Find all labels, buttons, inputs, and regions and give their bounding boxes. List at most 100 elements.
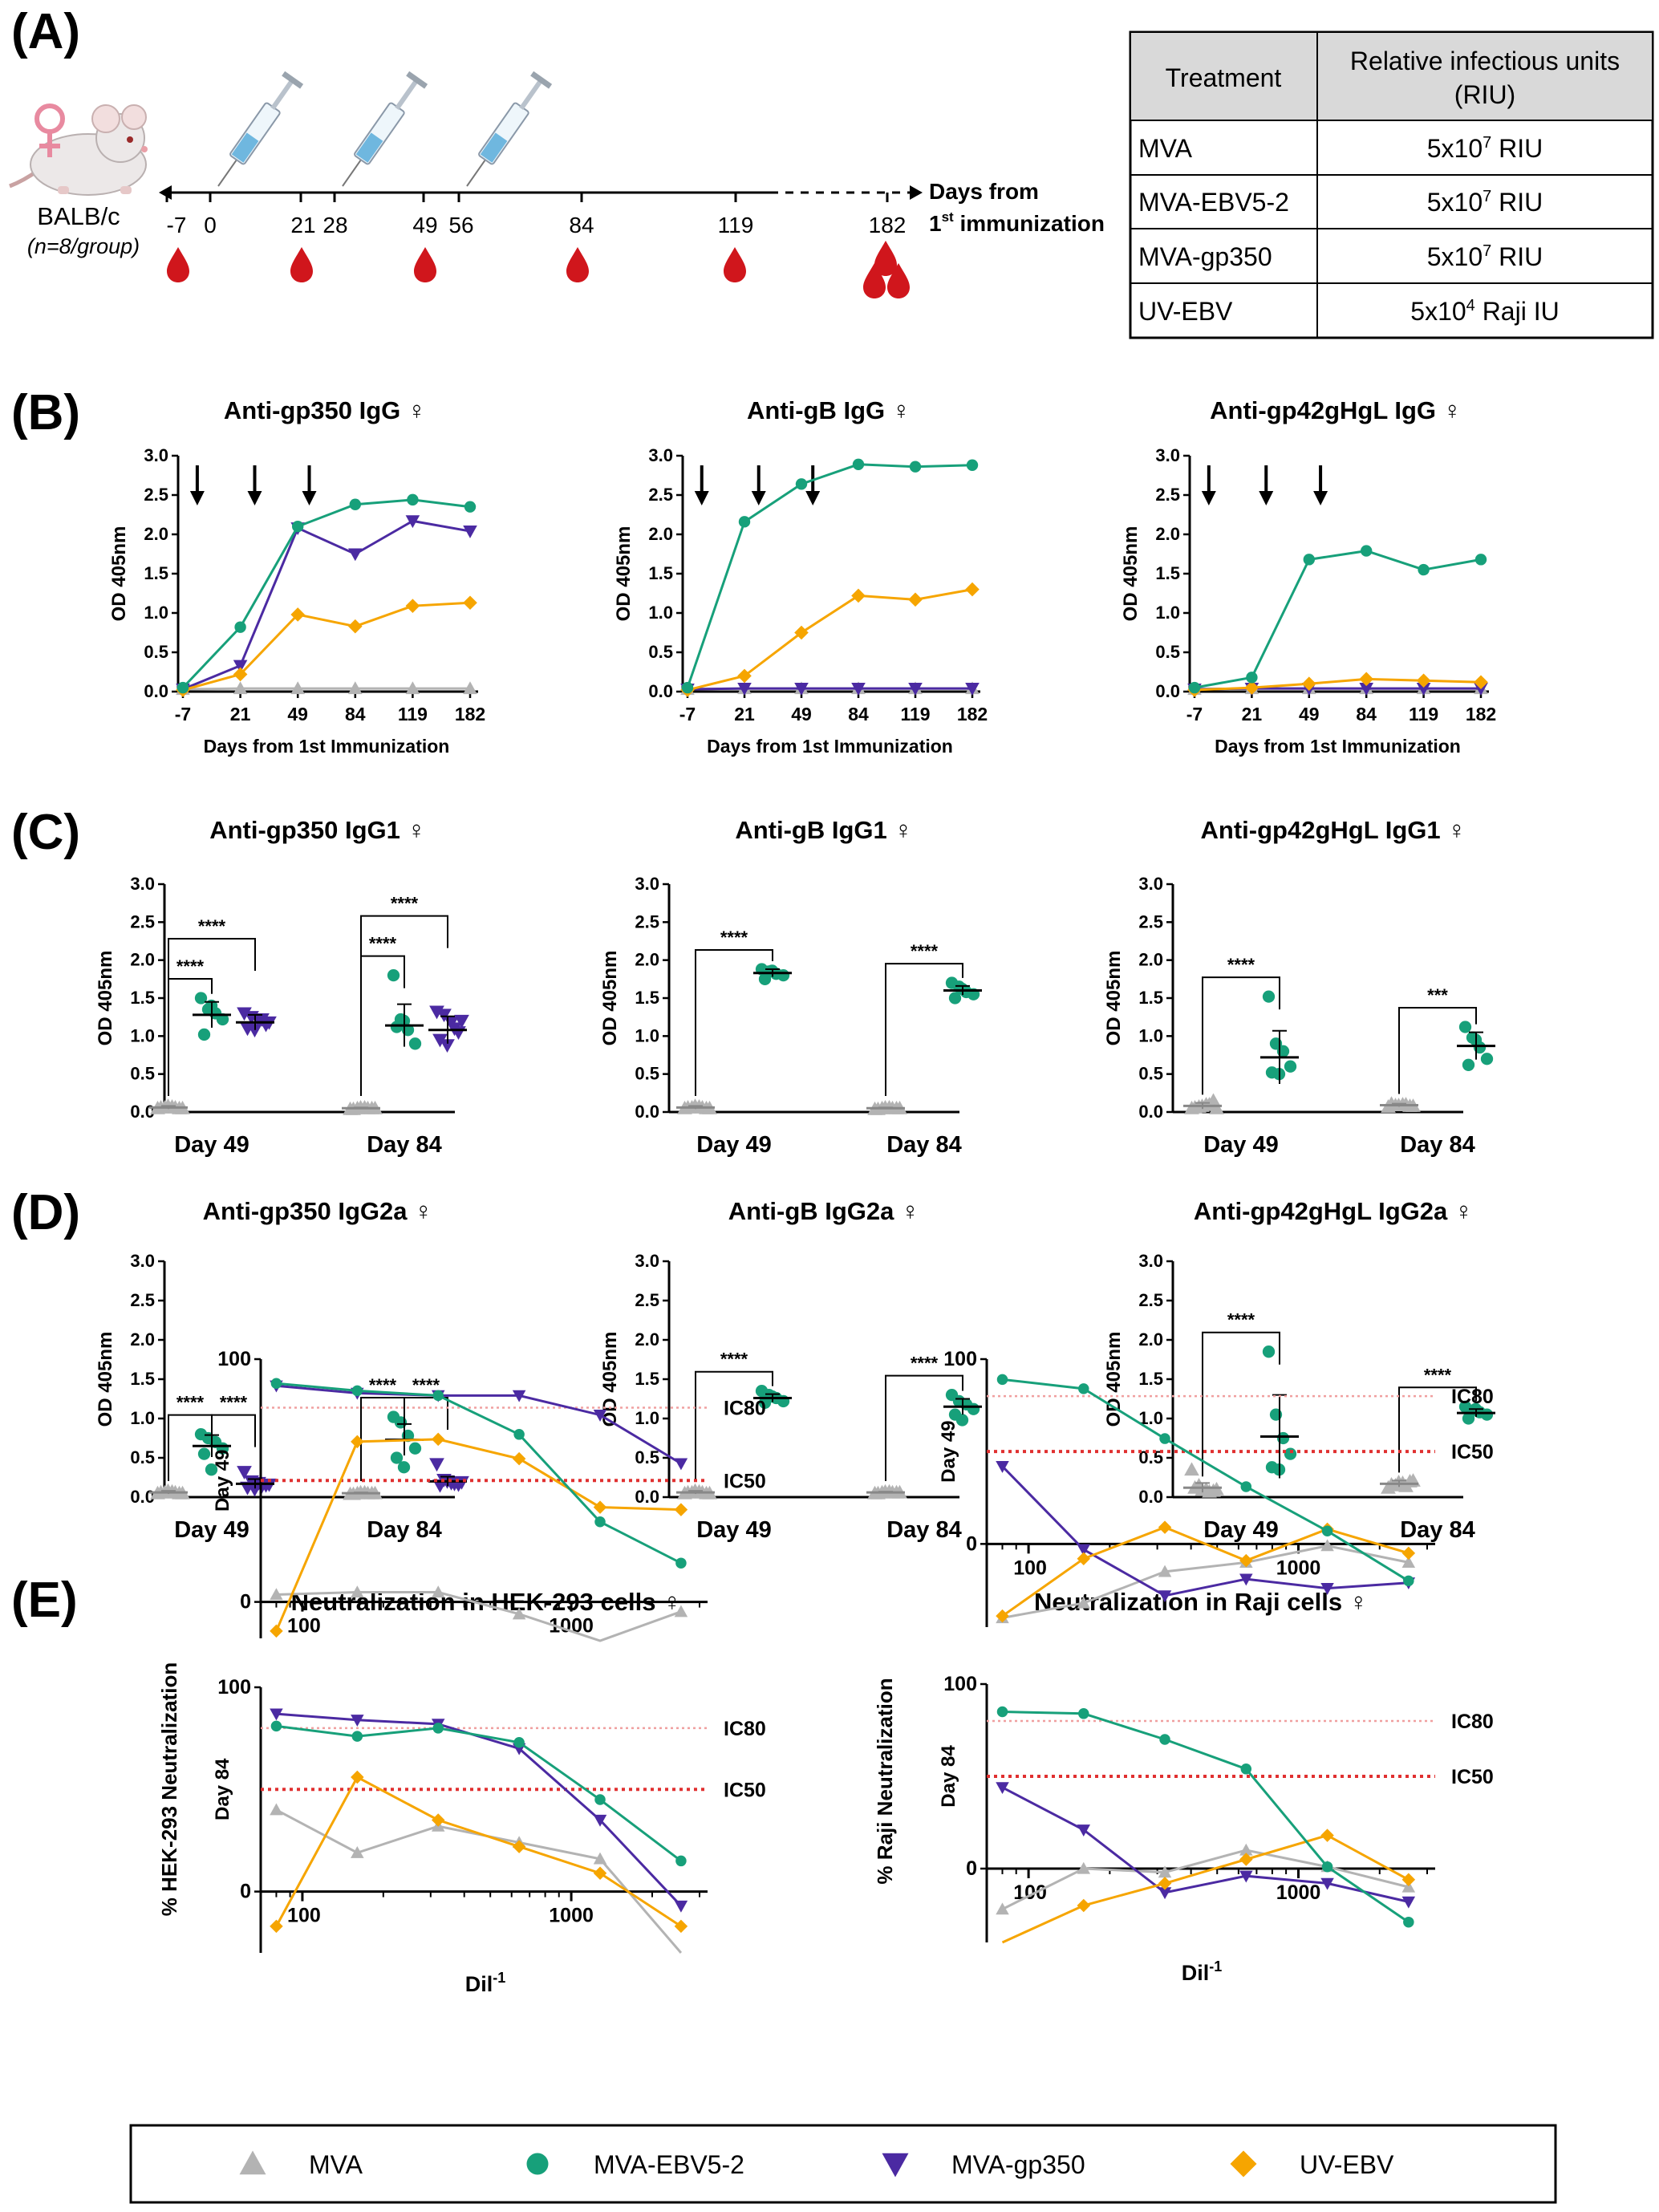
series-line-uv-ebv (1001, 1525, 1410, 1617)
group-label: Day 84 (886, 1517, 962, 1543)
riu-exponent: 7 (1483, 188, 1491, 205)
syringe-icon (217, 71, 304, 187)
ic80-label: IC80 (724, 1398, 766, 1420)
data-point-mva-ebv5-2 (955, 1414, 969, 1427)
data-point-mva-gp350 (463, 526, 477, 538)
data-point-mva-gp350 (429, 1458, 444, 1472)
data-point-mva-gp350 (593, 1814, 607, 1827)
data-point-mva-ebv5-2 (738, 516, 751, 528)
chart-d1-y-tick-label: 2.0 (130, 1329, 155, 1350)
data-point-mva-ebv5-2 (909, 461, 922, 473)
ic50-label: IC50 (1451, 1441, 1494, 1463)
data-point-mva-ebv5-2 (1284, 1060, 1297, 1073)
chart-c2-y-tick-label: 2.0 (635, 950, 659, 970)
data-point-uv-ebv (674, 1503, 688, 1516)
series-line-uv-ebv (1194, 677, 1482, 692)
legend-marker-uv-ebv (1230, 2150, 1257, 2178)
y-tick-label: 100 (943, 1348, 977, 1370)
x-tick-label: 21 (734, 704, 755, 724)
data-point-mva-ebv5-2 (1078, 1383, 1089, 1394)
data-point-mva-gp350 (737, 683, 752, 696)
significance-label: **** (911, 1354, 939, 1374)
chart-b1-y-tick-label: 1.0 (144, 603, 168, 623)
data-point-mva-gp350 (1158, 1887, 1172, 1900)
data-point-mva-ebv5-2 (1159, 1433, 1170, 1444)
data-point-mva (1398, 1478, 1414, 1492)
chart-b2-y-tick-label: 1.0 (648, 603, 673, 623)
blood-drop-shape (863, 263, 886, 298)
series-line-mva (1001, 1849, 1410, 1910)
mouse-illustration (9, 104, 148, 196)
significance-bracket (885, 963, 963, 1096)
syringe-handle (406, 71, 428, 89)
panel-e-label: (E) (11, 1573, 78, 1628)
data-point-mva-gp350 (351, 1715, 364, 1727)
x-tick-label: 182 (1466, 704, 1496, 724)
riu-base: 5x10 (1410, 297, 1466, 326)
syringe-handle (530, 71, 553, 89)
significance-label: **** (720, 927, 748, 948)
data-point-mva-ebv5-2 (513, 1429, 525, 1440)
series-line-mva-ebv5-2 (181, 498, 471, 689)
ic50-label: IC50 (724, 1470, 766, 1492)
chart-c2-y-tick-label: 0.0 (635, 1102, 659, 1122)
chart-b1-y-tick-label: 3.0 (144, 445, 168, 465)
x-tick-label: 182 (957, 704, 988, 724)
significance-bracket (885, 1374, 963, 1481)
data-point-mva-ebv5-2 (1474, 554, 1487, 566)
data-point-mva-ebv5-2 (777, 968, 790, 982)
row-label: Day 84 (212, 1758, 233, 1820)
timeline-day-label: 0 (204, 213, 217, 237)
group-label: Day 49 (1203, 1132, 1279, 1158)
data-point-mva-ebv5-2 (464, 501, 477, 513)
blood-drop-icon (863, 263, 886, 298)
dil-main: Dil (1182, 1961, 1210, 1985)
data-point-uv-ebv (851, 588, 866, 603)
data-point-mva-ebv5-2 (675, 1855, 687, 1867)
immunization-arrow-head (302, 491, 317, 505)
data-point-mva-gp350 (1077, 1544, 1091, 1557)
chart-b2-y-tick-label: 1.5 (648, 563, 673, 583)
group-label: Day 84 (1400, 1517, 1475, 1543)
x-tick-label: 1000 (549, 1905, 594, 1927)
legend-box (129, 2124, 1557, 2204)
data-point-mva-gp350 (405, 515, 420, 529)
data-point-uv-ebv (1077, 1898, 1091, 1913)
riu-unit: Raji IU (1475, 297, 1560, 326)
data-point-mva-ebv5-2 (1480, 1053, 1494, 1065)
syringe-icon (342, 71, 428, 187)
timeline-day-label: -7 (167, 213, 187, 237)
data-point-uv-ebv (290, 607, 305, 622)
data-point-mva-gp350 (1320, 1583, 1334, 1595)
data-point-mva-ebv5-2 (1188, 681, 1201, 694)
x-axis-title: Days from 1st Immunization (204, 736, 450, 757)
data-point-mva-ebv5-2 (407, 493, 419, 506)
legend-label-uv-ebv: UV-EBV (1300, 2150, 1394, 2179)
data-point-mva-gp350 (348, 548, 363, 562)
group-label: Day 84 (1400, 1132, 1475, 1158)
riu-exponent: 7 (1483, 134, 1491, 152)
y-axis-title: OD 405nm (1120, 526, 1142, 622)
chart-d3-y-tick-label: 2.5 (1138, 1290, 1163, 1310)
x-tick-label: -7 (175, 704, 191, 724)
ic50-label: IC50 (724, 1779, 766, 1801)
chart-d1-y-tick-label: 2.5 (130, 1290, 155, 1310)
data-point-mva-gp350 (851, 683, 866, 696)
data-point-mva-ebv5-2 (1361, 545, 1373, 557)
significance-label: *** (1427, 985, 1448, 1005)
mouse-strain: BALB/c (37, 202, 120, 230)
data-point-mva-ebv5-2 (351, 1385, 363, 1397)
dil-sup: -1 (1209, 1958, 1222, 1975)
blood-drop-shape (290, 247, 313, 282)
timeline-axis-label-2: 1st immunization (929, 209, 1105, 236)
x-tick-label: 84 (848, 704, 869, 724)
row-label: Day 49 (938, 1420, 959, 1482)
syringe-needle (466, 159, 486, 187)
group-label: Day 84 (367, 1132, 442, 1158)
x-tick-label: 49 (1299, 704, 1320, 724)
chart-c3-y-tick-label: 3.0 (1138, 874, 1163, 894)
data-point-mva-gp350 (674, 1900, 688, 1913)
data-point-mva-ebv5-2 (1159, 1734, 1170, 1745)
data-point-mva-gp350 (270, 1708, 283, 1721)
